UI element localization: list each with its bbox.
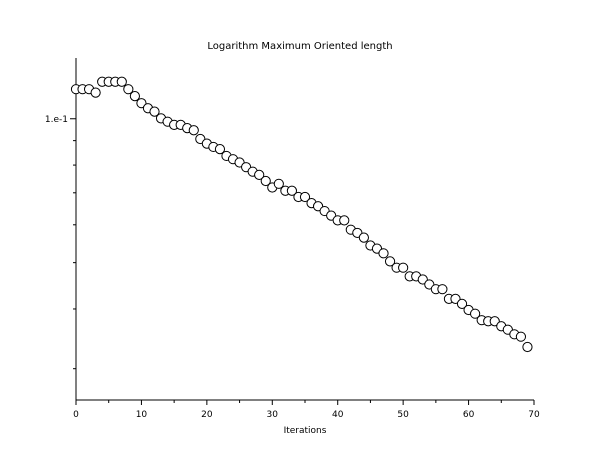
data-point [515, 331, 527, 342]
data-point [149, 106, 160, 117]
y-axis-ticks: 1.e-1 [45, 115, 76, 370]
x-tick-label: 40 [332, 410, 344, 420]
data-point [456, 298, 468, 309]
data-point [90, 87, 101, 98]
x-tick-label: 60 [463, 410, 475, 420]
data-point [286, 185, 298, 196]
data-point [188, 125, 199, 136]
data-point [129, 91, 140, 102]
data-point [470, 308, 481, 319]
data-point [358, 232, 369, 243]
data-point [398, 262, 409, 273]
data-point [299, 191, 311, 203]
data-point [260, 175, 271, 187]
x-tick-label: 10 [136, 410, 148, 420]
x-tick-label: 70 [528, 410, 540, 420]
chart-title: Logarithm Maximum Oriented length [207, 41, 392, 52]
data-point [123, 84, 134, 95]
data-point [339, 215, 350, 226]
data-point [116, 76, 127, 87]
x-tick-label: 30 [267, 410, 279, 420]
data-point [384, 256, 396, 267]
data-points [70, 76, 533, 353]
data-point [214, 144, 226, 155]
x-axis-label: Iterations [284, 426, 327, 436]
y-tick-label: 1.e-1 [45, 115, 68, 125]
x-axis-ticks: 0 10 20 30 40 50 60 70 [73, 400, 540, 420]
data-point [522, 341, 533, 353]
x-tick-label: 0 [73, 410, 79, 420]
x-tick-label: 20 [201, 410, 213, 420]
data-point [437, 284, 448, 295]
data-point [254, 169, 265, 181]
x-tick-label: 50 [397, 410, 409, 420]
data-point [378, 248, 389, 259]
data-point [273, 178, 284, 189]
